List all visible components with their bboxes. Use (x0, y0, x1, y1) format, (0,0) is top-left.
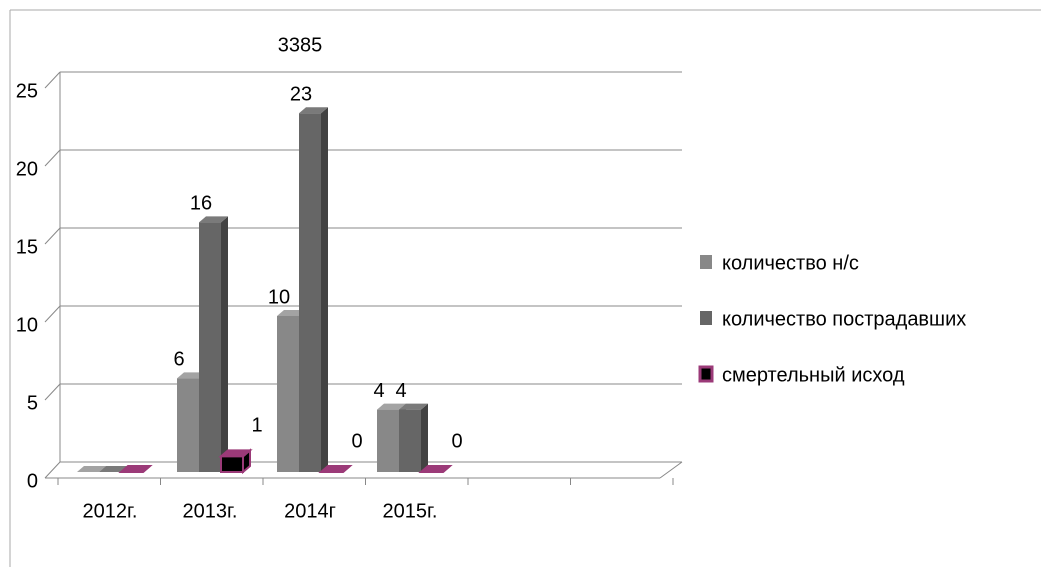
bar (318, 465, 353, 473)
bar-top (177, 372, 206, 379)
bar (199, 216, 228, 472)
x-tick-label: 2012г. (83, 500, 138, 522)
annotation: 3385 (278, 34, 323, 56)
x-tick-label: 2015г. (383, 500, 438, 522)
legend-swatch (698, 365, 714, 383)
grid-line (44, 149, 61, 167)
legend-label: количество н/с (722, 252, 859, 274)
axis (659, 461, 683, 479)
data-label: 0 (351, 430, 362, 452)
y-tick-label: 25 (16, 80, 38, 102)
legend-label: количество пострадавших (722, 308, 966, 330)
data-label: 4 (395, 380, 406, 402)
bar-top (299, 107, 328, 114)
data-label: 6 (173, 349, 184, 371)
data-label: 10 (268, 286, 290, 308)
grid-line (44, 461, 61, 479)
bar-top (99, 466, 128, 472)
bar-front (377, 409, 399, 472)
bar-top (399, 403, 428, 410)
data-label: 16 (190, 193, 212, 215)
x-tick-label: 2014г (284, 500, 336, 522)
grid-line (44, 383, 61, 401)
y-tick-label: 5 (27, 392, 38, 414)
bar-front (277, 316, 299, 472)
bar-side (321, 107, 328, 472)
bar-top (277, 310, 306, 316)
bar (99, 466, 128, 472)
legend-swatch (700, 311, 712, 325)
y-tick-label: 10 (16, 314, 38, 336)
bar-top (377, 403, 406, 410)
data-label: 23 (290, 83, 312, 105)
data-label: 4 (373, 380, 384, 402)
bar (399, 403, 428, 472)
bar-front (199, 222, 221, 472)
data-label: 0 (451, 430, 462, 452)
data-label: 1 (251, 415, 262, 437)
grid-line (44, 305, 61, 323)
grid-line (44, 71, 61, 89)
y-tick-label: 0 (27, 470, 38, 492)
bar-side (421, 403, 428, 472)
bar-side (221, 216, 228, 472)
bar-top (77, 466, 106, 472)
x-tick-label: 2013г. (183, 500, 238, 522)
bar (299, 107, 328, 472)
bar-front (399, 409, 421, 472)
y-tick-label: 15 (16, 236, 38, 258)
bar (418, 465, 453, 473)
grid-line (44, 227, 61, 245)
bar-top (199, 216, 228, 223)
bar-front (177, 378, 199, 472)
y-tick-label: 20 (16, 158, 38, 180)
bar (118, 465, 153, 473)
bar (218, 448, 253, 475)
bar (77, 466, 106, 472)
bar-front (299, 113, 321, 472)
bar-front (220, 455, 244, 473)
legend-label: смертельный исход (722, 364, 905, 386)
legend-swatch (700, 255, 712, 269)
